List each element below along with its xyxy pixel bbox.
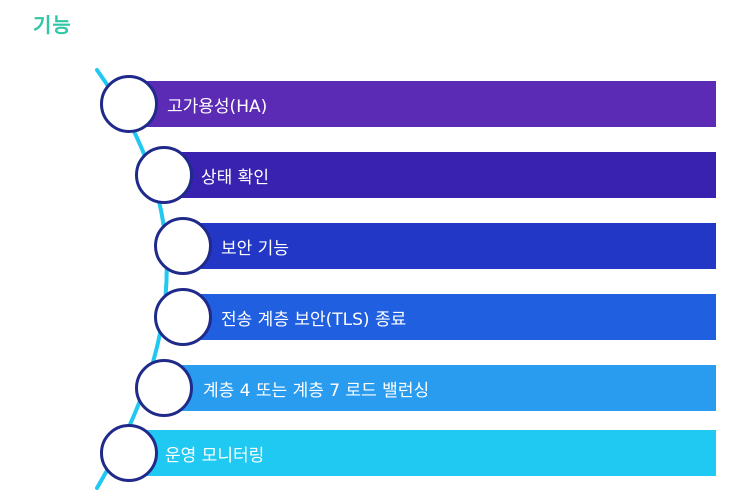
feature-circle-5 bbox=[135, 359, 193, 417]
feature-bar-3: 보안 기능 bbox=[183, 223, 716, 269]
feature-label-2: 상태 확인 bbox=[201, 167, 269, 188]
feature-label-1: 고가용성(HA) bbox=[167, 96, 268, 117]
feature-bar-5: 계층 4 또는 계층 7 로드 밸런싱 bbox=[163, 365, 716, 411]
feature-bar-2: 상태 확인 bbox=[163, 152, 716, 198]
feature-circle-2 bbox=[135, 146, 193, 204]
feature-circle-1 bbox=[100, 75, 158, 133]
feature-label-5: 계층 4 또는 계층 7 로드 밸런싱 bbox=[203, 380, 430, 401]
feature-circle-4 bbox=[154, 288, 212, 346]
feature-label-6: 운영 모니터링 bbox=[165, 445, 265, 466]
feature-bar-1: 고가용성(HA) bbox=[127, 81, 716, 127]
page-title: 기능 bbox=[33, 13, 72, 37]
feature-label-4: 전송 계층 보안(TLS) 종료 bbox=[221, 309, 407, 330]
feature-circle-6 bbox=[100, 424, 158, 482]
feature-bar-4: 전송 계층 보안(TLS) 종료 bbox=[183, 294, 716, 340]
feature-bar-6: 운영 모니터링 bbox=[127, 430, 716, 476]
feature-label-3: 보안 기능 bbox=[221, 238, 289, 259]
feature-circle-3 bbox=[154, 217, 212, 275]
